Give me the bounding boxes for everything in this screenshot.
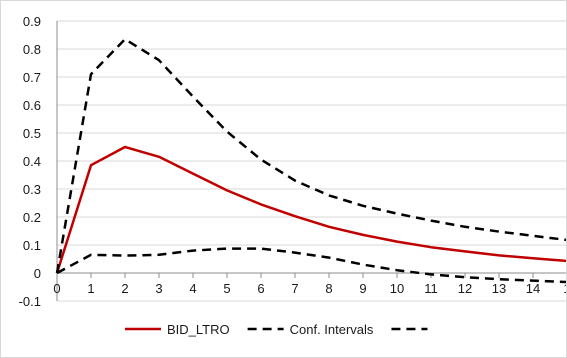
series-line-2 [56, 247, 566, 284]
x-tick-label: 8 [325, 281, 332, 296]
x-tick-label: 13 [492, 281, 506, 296]
axes [56, 21, 566, 301]
y-tick-label: 0.9 [23, 14, 41, 29]
x-tick-labels: 012345678910111213141 [53, 281, 566, 296]
legend: BID_LTRO Conf. Intervals [125, 322, 428, 337]
y-tick-label: 0.1 [23, 238, 41, 253]
y-tick-label: -0.1 [19, 294, 41, 309]
x-tick-label: 7 [291, 281, 298, 296]
gridlines [57, 20, 566, 302]
x-tick-label: 10 [390, 281, 404, 296]
series-line-1 [55, 37, 566, 274]
y-tick-label: 0 [34, 266, 41, 281]
x-tick-label: 0 [53, 281, 60, 296]
x-tick-label: 11 [424, 281, 438, 296]
y-tick-label: 0.7 [23, 70, 41, 85]
y-tick-labels: -0.1 0 0.1 0.2 0.3 0.4 0.5 0.6 0.7 0.8 0.9 [19, 14, 41, 309]
y-tick-label: 0.6 [23, 98, 41, 113]
series-lines [55, 37, 566, 284]
y-tick-label: 0.4 [23, 154, 41, 169]
legend-label: BID_LTRO [167, 322, 230, 337]
y-tick-label: 0.2 [23, 210, 41, 225]
y-tick-label: 0.3 [23, 182, 41, 197]
series-line-0 [55, 145, 566, 274]
x-tick-label: 6 [257, 281, 264, 296]
x-tick-label: 12 [458, 281, 472, 296]
x-tick-label: 2 [121, 281, 128, 296]
y-tick-label: 0.8 [23, 42, 41, 57]
legend-label: Conf. Intervals [290, 322, 374, 337]
x-tick-label: 5 [223, 281, 230, 296]
x-tick-label: 1 [563, 281, 566, 296]
y-tick-label: 0.5 [23, 126, 41, 141]
x-tick-label: 1 [87, 281, 94, 296]
x-tick-label: 14 [526, 281, 540, 296]
x-tick-label: 3 [155, 281, 162, 296]
x-tick-label: 4 [189, 281, 196, 296]
x-tick-label: 9 [359, 281, 366, 296]
